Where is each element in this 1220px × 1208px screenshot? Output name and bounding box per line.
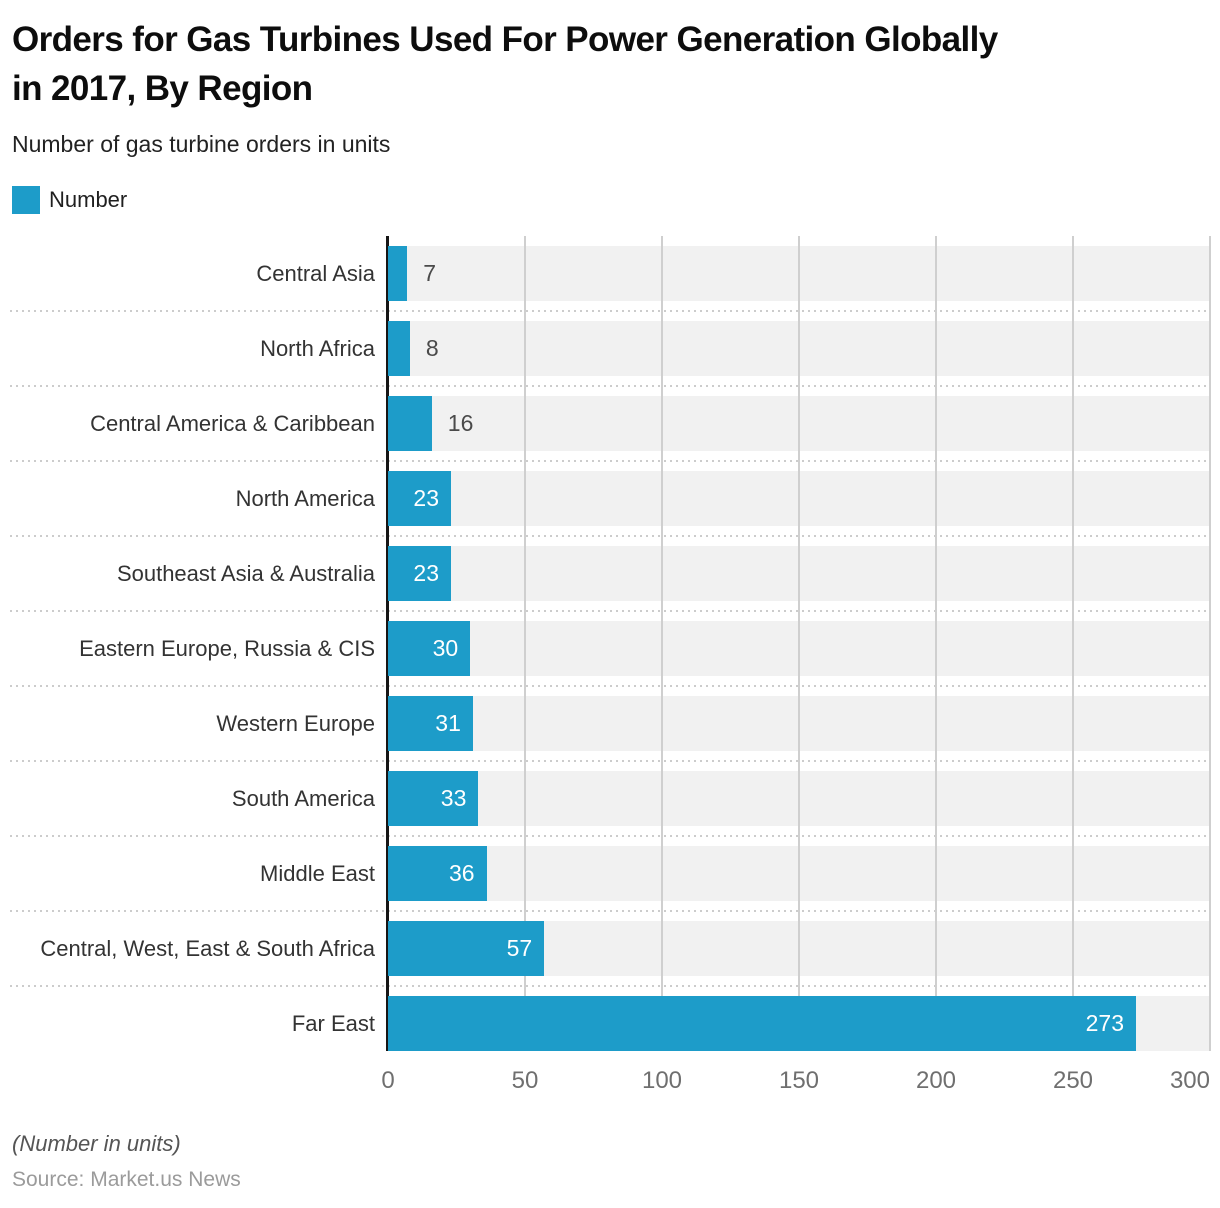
bar-chart: Central Asia 7 North Africa 8 Central Americ…: [10, 236, 1211, 1101]
category-label: Middle East: [260, 860, 375, 886]
bar: 33: [388, 771, 479, 826]
chart-row: Far East 273: [10, 985, 1210, 1061]
chart-rows: Central Asia 7 North Africa 8 Central Americ…: [10, 236, 1210, 1061]
chart-row: South America 33: [10, 760, 1210, 836]
bar: 23: [388, 546, 451, 601]
bar-track: 33: [388, 771, 1210, 826]
bar: 30: [388, 621, 471, 676]
chart-row: Central America & Caribbean 16: [10, 385, 1210, 461]
bar-track: 57: [388, 921, 1210, 976]
bar: [388, 246, 408, 301]
x-axis-ticks: 0 50 100 150 200 250 300: [10, 1067, 1210, 1101]
category-label: Eastern Europe, Russia & CIS: [79, 635, 375, 661]
bar: 57: [388, 921, 545, 976]
category-label: Western Europe: [216, 710, 375, 736]
category-label: Far East: [291, 1010, 375, 1036]
category-label: Central Asia: [256, 260, 375, 286]
category-label: Southeast Asia & Australia: [116, 560, 375, 586]
legend: Number: [12, 186, 1208, 214]
bar-track: 23: [388, 546, 1210, 601]
category-label: Central America & Caribbean: [90, 410, 375, 436]
chart-header: Orders for Gas Turbines Used For Power G…: [0, 0, 1220, 214]
value-label: 33: [440, 785, 467, 811]
value-label: 8: [425, 335, 439, 361]
chart-row: Eastern Europe, Russia & CIS 30: [10, 610, 1210, 686]
chart-row: Central Asia 7: [10, 236, 1210, 311]
bar-track: 23: [388, 471, 1210, 526]
bar: [388, 321, 410, 376]
units-note: (Number in units): [12, 1131, 181, 1156]
chart-subtitle: Number of gas turbine orders in units: [12, 131, 391, 157]
chart-title: Orders for Gas Turbines Used For Power G…: [12, 20, 998, 108]
legend-swatch-icon: [12, 186, 40, 214]
chart-row: North Africa 8: [10, 310, 1210, 386]
chart-row: Middle East 36: [10, 835, 1210, 911]
bar-track: 36: [388, 846, 1210, 901]
value-label: 31: [435, 710, 461, 736]
category-label: Central, West, East & South Africa: [40, 935, 375, 961]
category-label: South America: [231, 785, 375, 811]
bar: [388, 396, 432, 451]
value-label: 23: [413, 560, 439, 586]
x-tick-label: 150: [778, 1067, 820, 1094]
x-tick-label: 300: [1169, 1067, 1210, 1094]
legend-label: Number: [49, 187, 128, 212]
bar: 31: [388, 696, 473, 751]
bar-track: 8: [388, 321, 1210, 376]
source-credit: Source: Market.us News: [12, 1168, 241, 1191]
x-tick-label: 100: [641, 1067, 683, 1094]
value-label: 273: [1085, 1010, 1124, 1036]
value-label: 16: [447, 410, 474, 436]
chart-row: Central, West, East & South Africa 57: [10, 910, 1210, 986]
category-label: North America: [235, 485, 375, 511]
chart-row: North America 23: [10, 460, 1210, 536]
bar: 273: [388, 996, 1136, 1051]
value-label: 7: [423, 260, 436, 286]
bar-track: 273: [388, 996, 1210, 1051]
x-tick-label: 0: [381, 1067, 395, 1094]
chart-footer: (Number in units) Source: Market.us News: [0, 1131, 1220, 1192]
value-label: 57: [506, 935, 533, 961]
bar: 23: [388, 471, 451, 526]
bar-track: 30: [388, 621, 1210, 676]
x-tick-label: 50: [511, 1067, 539, 1094]
bar: 36: [388, 846, 487, 901]
category-label: North Africa: [260, 335, 375, 361]
chart-row: Southeast Asia & Australia 23: [10, 535, 1210, 611]
bar-track: 7: [388, 246, 1210, 301]
x-tick-label: 250: [1052, 1067, 1094, 1094]
chart-row: Western Europe 31: [10, 685, 1210, 761]
value-label: 36: [449, 860, 475, 886]
value-label: 23: [413, 485, 439, 511]
x-tick-label: 200: [915, 1067, 957, 1094]
bar-track: 31: [388, 696, 1210, 751]
value-label: 30: [432, 635, 459, 661]
bar-track: 16: [388, 396, 1210, 451]
